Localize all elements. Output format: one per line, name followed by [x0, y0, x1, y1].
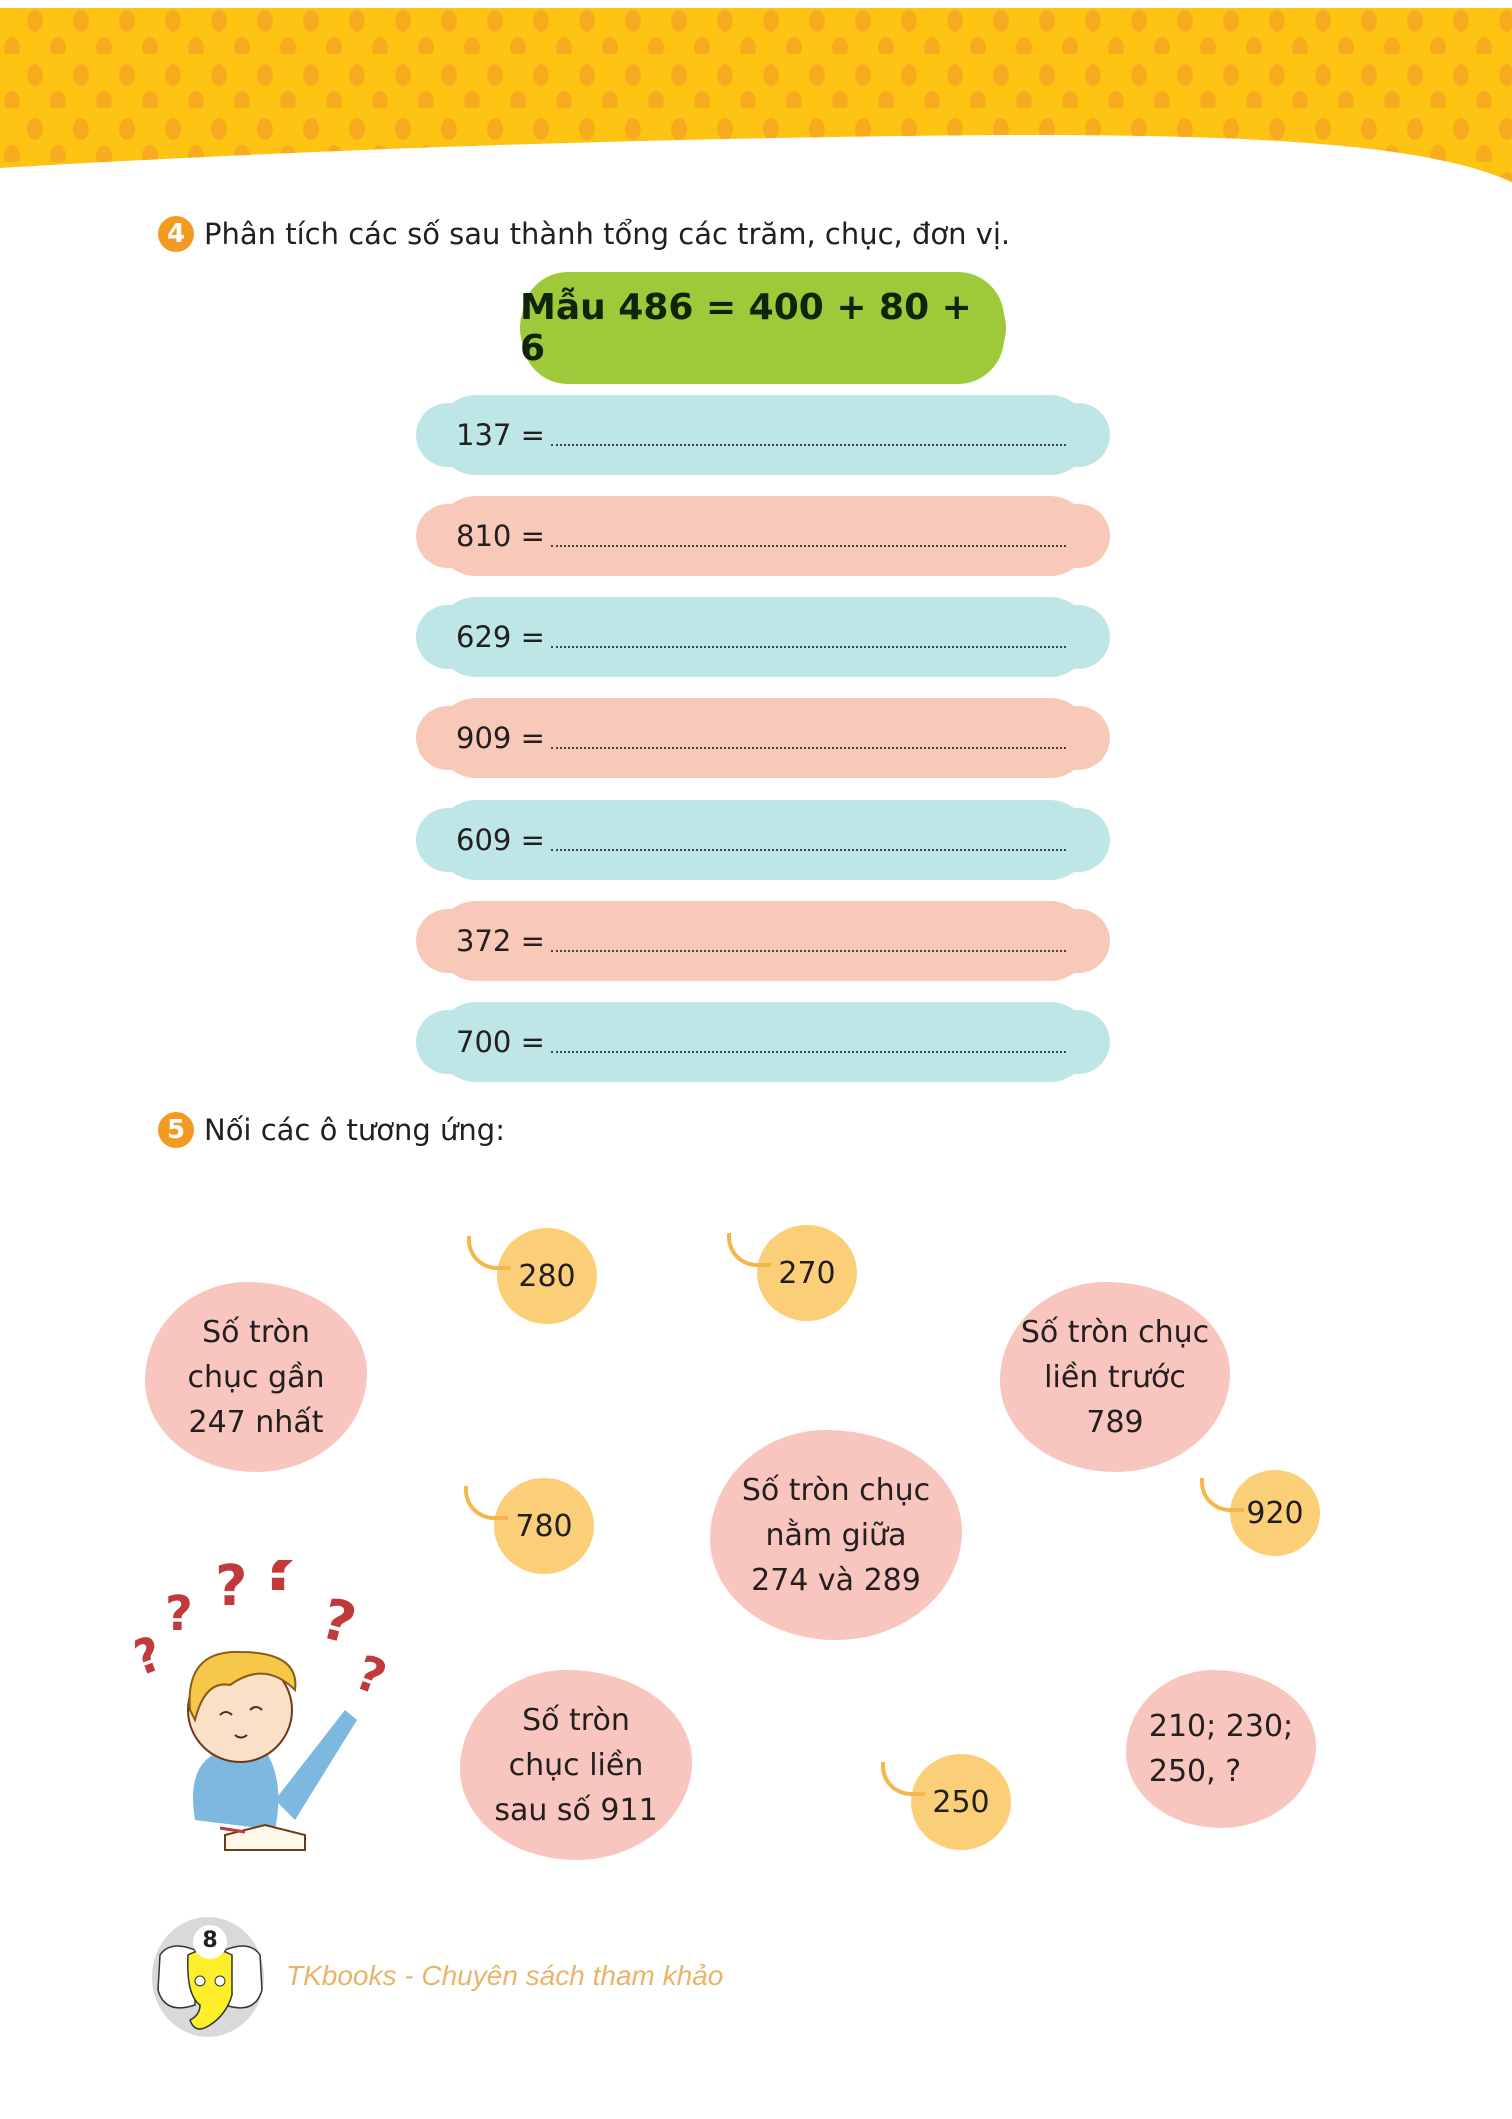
- answer-row[interactable]: 609 =: [416, 800, 1110, 880]
- description-cloud[interactable]: Số tròn chục liền sau số 911: [460, 1670, 692, 1860]
- answer-row[interactable]: 137 =: [416, 395, 1110, 475]
- answer-row[interactable]: 629 =: [416, 597, 1110, 677]
- desc-line: 247 nhất: [188, 1404, 324, 1440]
- exercise-5-title: Nối các ô tương ứng:: [204, 1113, 505, 1147]
- tail-decoration: [464, 1486, 508, 1520]
- exercise-4-title: Phân tích các số sau thành tổng các trăm…: [204, 217, 1011, 251]
- header-banner: [0, 8, 1512, 182]
- row-label: 909 =: [456, 721, 545, 755]
- desc-line: 250, ?: [1148, 1754, 1242, 1789]
- answer-blank[interactable]: [550, 727, 1066, 749]
- row-label: 137 =: [456, 418, 545, 452]
- desc-line: sau số 911: [494, 1792, 658, 1828]
- row-label: 810 =: [456, 519, 545, 553]
- desc-line: Số tròn: [202, 1314, 310, 1350]
- answer-blank[interactable]: [550, 829, 1066, 851]
- exercise-number-badge: 4: [158, 216, 194, 252]
- description-cloud[interactable]: Số tròn chục gần 247 nhất: [145, 1282, 367, 1472]
- desc-line: chục gần: [187, 1359, 325, 1395]
- svg-text:?: ?: [260, 1560, 301, 1607]
- row-label: 609 =: [456, 823, 545, 857]
- desc-line: Số tròn chục: [1020, 1314, 1210, 1350]
- elephant-logo: [152, 1917, 264, 2037]
- number-circle[interactable]: 270: [727, 1225, 857, 1321]
- svg-text:?: ?: [348, 1645, 393, 1707]
- page-number: 8: [202, 1928, 218, 1953]
- answer-blank[interactable]: [550, 424, 1066, 446]
- number-label: 780: [515, 1508, 573, 1544]
- desc-line: 210; 230;: [1148, 1709, 1294, 1744]
- answer-row[interactable]: 372 =: [416, 901, 1110, 981]
- answer-blank[interactable]: [550, 1031, 1066, 1053]
- tail-decoration: [1200, 1478, 1244, 1512]
- desc-line: 274 và 289: [751, 1562, 921, 1598]
- number-circle[interactable]: 280: [467, 1228, 597, 1324]
- answer-blank[interactable]: [550, 626, 1066, 648]
- desc-line: nằm giữa: [765, 1517, 907, 1553]
- row-label: 372 =: [456, 924, 545, 958]
- exercise-number-badge: 5: [158, 1112, 194, 1148]
- svg-text:?: ?: [314, 1587, 362, 1658]
- sample-cloud: Mẫu 486 = 400 + 80 + 6: [520, 280, 1006, 376]
- svg-text:?: ?: [215, 1560, 247, 1619]
- desc-line: Số tròn: [522, 1702, 630, 1738]
- thinking-kid-illustration: ? ? ? ? ? ?: [135, 1560, 393, 1851]
- number-circle[interactable]: 780: [464, 1478, 594, 1574]
- answer-blank[interactable]: [550, 525, 1066, 547]
- exercise-4-heading: 4 Phân tích các số sau thành tổng các tr…: [158, 216, 1010, 252]
- answer-row[interactable]: 909 =: [416, 698, 1110, 778]
- number-circle[interactable]: 250: [881, 1754, 1011, 1850]
- description-cloud[interactable]: Số tròn chục nằm giữa 274 và 289: [710, 1430, 962, 1640]
- description-cloud[interactable]: Số tròn chục liền trước 789: [1000, 1282, 1230, 1472]
- footer-brand: TKbooks - Chuyên sách tham khảo: [286, 1960, 724, 1991]
- description-cloud[interactable]: 210; 230; 250, ?: [1126, 1670, 1316, 1828]
- desc-line: liền trước: [1044, 1359, 1186, 1395]
- exercise-5-heading: 5 Nối các ô tương ứng:: [158, 1112, 505, 1148]
- row-label: 700 =: [456, 1025, 545, 1059]
- desc-line: chục liền: [508, 1747, 644, 1783]
- desc-line: Số tròn chục: [741, 1472, 931, 1508]
- number-label: 250: [932, 1784, 990, 1820]
- number-label: 270: [778, 1255, 836, 1291]
- answer-blank[interactable]: [550, 930, 1066, 952]
- number-label: 920: [1246, 1495, 1304, 1531]
- tail-decoration: [467, 1236, 511, 1270]
- tail-decoration: [881, 1762, 925, 1796]
- svg-text:?: ?: [165, 1586, 193, 1642]
- desc-line: 789: [1086, 1404, 1144, 1440]
- answer-row[interactable]: 700 =: [416, 1002, 1110, 1082]
- number-label: 280: [518, 1258, 576, 1294]
- row-label: 629 =: [456, 620, 545, 654]
- answer-row[interactable]: 810 =: [416, 496, 1110, 576]
- tail-decoration: [727, 1233, 771, 1267]
- number-circle[interactable]: 920: [1200, 1470, 1320, 1556]
